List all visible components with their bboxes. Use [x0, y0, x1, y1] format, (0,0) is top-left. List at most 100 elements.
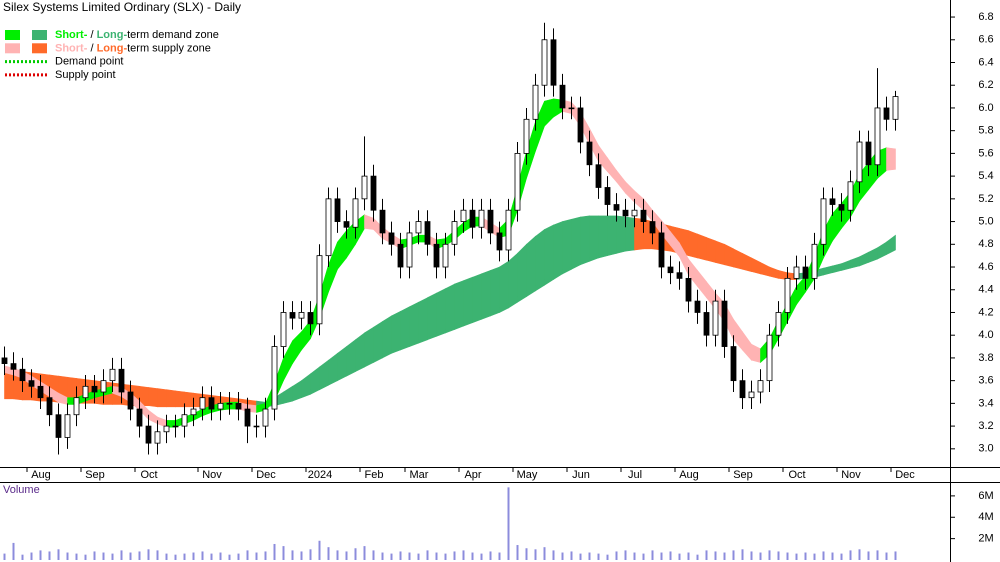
candle-body	[757, 380, 764, 393]
candle-body	[865, 141, 872, 166]
candle-body	[397, 243, 404, 268]
candle-body	[379, 209, 386, 234]
candle-body	[469, 209, 476, 228]
candle-body	[640, 209, 647, 222]
volume-bar	[687, 552, 690, 560]
y-tick-label: 4.4	[978, 284, 993, 296]
volume-bar	[390, 553, 393, 560]
candle-body	[667, 266, 674, 274]
long-term-zone-segment	[517, 243, 527, 303]
candle-body	[334, 198, 341, 222]
long-term-zone-segment	[364, 326, 374, 368]
volume-bar	[876, 550, 879, 560]
candle-body	[892, 96, 899, 120]
x-tick-label: Aug	[31, 469, 51, 481]
volume-bar	[3, 553, 6, 560]
candle-body	[280, 312, 287, 347]
candle-body	[163, 425, 170, 433]
volume-bar	[300, 551, 303, 560]
candle-body	[847, 181, 854, 211]
volume-bar	[318, 540, 321, 560]
x-tick-label: 2024	[308, 469, 332, 481]
candle-body	[829, 198, 836, 205]
candle-body	[784, 277, 791, 313]
candle-body	[208, 397, 215, 410]
x-tick-label: Mar	[410, 469, 429, 481]
volume-bar	[165, 553, 168, 560]
volume-bar	[804, 552, 807, 560]
y-tick-label: 6.6	[978, 34, 993, 46]
volume-bar	[381, 552, 384, 560]
candle-body	[118, 368, 125, 393]
long-term-zone-segment	[598, 215, 608, 259]
volume-bar	[21, 554, 24, 560]
long-term-zone-segment	[454, 280, 464, 330]
volume-bar	[444, 553, 447, 560]
long-term-zone-segment	[715, 240, 725, 266]
candle-body	[766, 334, 773, 382]
volume-bar	[345, 551, 348, 560]
candle-body	[532, 84, 539, 120]
x-tick-label: Sep	[85, 469, 105, 481]
y-tick-label: 5.6	[978, 147, 993, 159]
volume-bar	[831, 552, 834, 560]
volume-bar	[858, 549, 861, 560]
candle-body	[658, 232, 665, 268]
candle-body	[802, 266, 809, 279]
volume-bar	[129, 552, 132, 560]
candle-body	[613, 204, 620, 211]
volume-bar	[435, 552, 438, 560]
volume-bar	[606, 554, 609, 560]
candle-body	[325, 198, 332, 257]
candle-body	[559, 84, 566, 109]
candle-body	[694, 300, 701, 313]
volume-bar	[714, 551, 717, 560]
candle-body	[838, 204, 845, 211]
candle-body	[145, 425, 152, 444]
y-tick-label: 3.0	[978, 443, 993, 455]
long-term-zone-segment	[535, 228, 545, 292]
volume-bar	[291, 550, 294, 560]
volume-bar	[93, 551, 96, 560]
candle-body	[406, 232, 413, 268]
candle-body	[19, 368, 26, 382]
long-term-zone-segment	[166, 389, 176, 408]
candle-body	[604, 187, 611, 205]
candle-body	[244, 408, 251, 427]
volume-bar	[660, 552, 663, 560]
long-term-zone-segment	[148, 387, 158, 408]
candle-body	[514, 152, 521, 211]
volume-bar	[597, 553, 600, 560]
long-term-zone-segment	[436, 288, 446, 337]
volume-bars	[3, 487, 897, 560]
x-tick-label: Dec	[256, 469, 276, 481]
volume-bar	[534, 549, 537, 560]
volume-bar	[147, 549, 150, 560]
candle-body	[586, 141, 593, 166]
candle-body	[109, 368, 116, 382]
candle-body	[442, 243, 449, 268]
volume-bar	[174, 554, 177, 560]
long-term-zone-segment	[499, 260, 509, 313]
volume-bar	[354, 548, 357, 560]
long-term-zone-segment	[463, 276, 473, 327]
y-tick-label: 4.0	[978, 329, 993, 341]
y-tick-label: 6.0	[978, 102, 993, 114]
candle-body	[883, 107, 890, 120]
y-tick-label: 4.8	[978, 238, 993, 250]
volume-bar	[615, 551, 618, 560]
x-tick-label: Apr	[464, 469, 481, 481]
volume-bar	[849, 550, 852, 560]
volume-bar	[102, 552, 105, 560]
volume-bar	[678, 553, 681, 560]
long-term-zone-segment	[409, 301, 419, 347]
x-tick-label: Dec	[895, 469, 915, 481]
volume-bar	[75, 553, 78, 560]
y-tick-label: 4.6	[978, 261, 993, 273]
volume-bar	[498, 552, 501, 560]
candle-body	[316, 255, 323, 325]
volume-bar	[237, 553, 240, 560]
candle-body	[100, 380, 107, 393]
long-term-zone-segment	[157, 388, 167, 408]
